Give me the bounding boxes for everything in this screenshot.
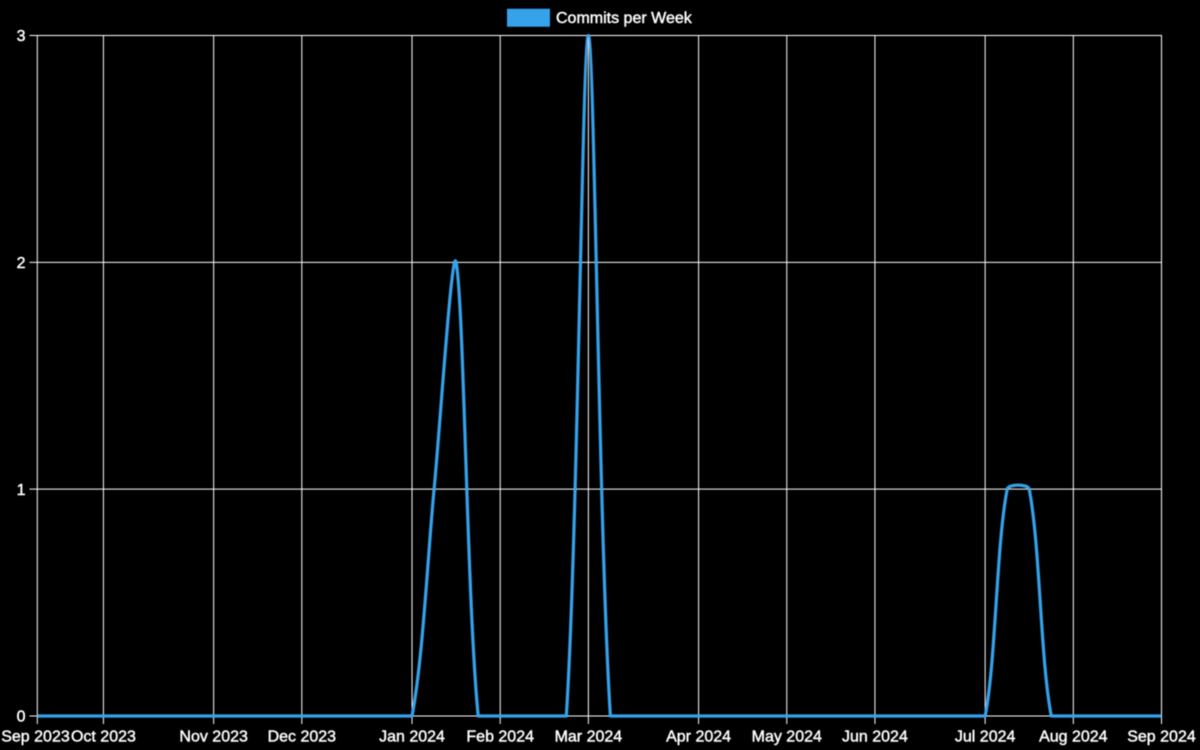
svg-text:Sep 2024: Sep 2024	[1127, 729, 1196, 746]
svg-text:Feb 2024: Feb 2024	[466, 729, 534, 746]
svg-text:Commits per Week: Commits per Week	[556, 10, 693, 27]
svg-text:1: 1	[17, 482, 26, 499]
svg-text:Aug 2024: Aug 2024	[1039, 729, 1108, 746]
svg-text:Jun 2024: Jun 2024	[842, 729, 908, 746]
svg-text:3: 3	[17, 28, 26, 45]
svg-text:Jul 2024: Jul 2024	[955, 729, 1016, 746]
svg-text:2: 2	[17, 255, 26, 272]
svg-text:Dec 2023: Dec 2023	[268, 729, 337, 746]
svg-text:Mar 2024: Mar 2024	[555, 729, 623, 746]
svg-text:Oct 2023: Oct 2023	[71, 729, 136, 746]
svg-text:May 2024: May 2024	[752, 729, 822, 746]
svg-text:0: 0	[17, 709, 26, 726]
svg-text:Apr 2024: Apr 2024	[666, 729, 731, 746]
svg-text:Sep 2023: Sep 2023	[1, 729, 70, 746]
svg-text:Jan 2024: Jan 2024	[379, 729, 445, 746]
svg-text:Nov 2023: Nov 2023	[179, 729, 248, 746]
